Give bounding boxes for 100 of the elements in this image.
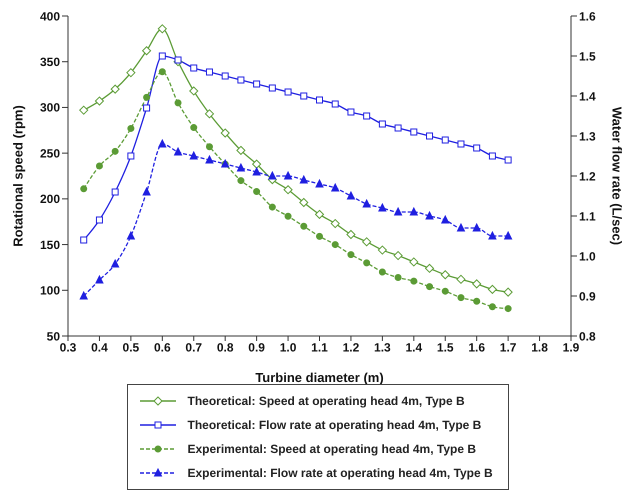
point xyxy=(268,204,276,211)
point xyxy=(426,132,434,140)
x-tick-label: 1.4 xyxy=(405,340,422,355)
y-axis-title: Rotational speed (rpm) xyxy=(10,105,26,247)
x-tick-label: 1.7 xyxy=(500,340,517,355)
point xyxy=(378,246,387,255)
point xyxy=(253,188,260,196)
point xyxy=(127,152,134,160)
point xyxy=(504,288,513,297)
point xyxy=(394,274,402,281)
point xyxy=(300,176,308,184)
point xyxy=(300,222,308,230)
x-tick-label: 0.8 xyxy=(216,340,234,355)
point xyxy=(95,276,104,284)
point xyxy=(220,128,230,138)
x-tick-label: 1.9 xyxy=(562,340,580,355)
point xyxy=(143,104,150,112)
y2-tick-label: 1.2 xyxy=(579,169,596,184)
y-tick-label: 200 xyxy=(40,192,60,206)
y-tick-label: 50 xyxy=(46,329,60,344)
point xyxy=(394,124,402,132)
point xyxy=(316,180,324,188)
point xyxy=(394,251,403,260)
y2-tick-label: 1.0 xyxy=(579,249,596,264)
point xyxy=(80,292,88,300)
point xyxy=(174,99,182,106)
y-tick-label: 150 xyxy=(40,238,60,252)
point xyxy=(332,241,339,248)
point xyxy=(268,84,276,92)
point xyxy=(472,279,482,288)
point xyxy=(112,148,119,155)
point xyxy=(409,257,418,266)
point xyxy=(206,143,213,150)
point xyxy=(158,140,166,148)
point xyxy=(268,172,276,180)
point xyxy=(473,144,480,152)
y2-tick-label: 1.3 xyxy=(579,129,596,144)
point xyxy=(331,184,340,192)
point xyxy=(236,164,245,172)
point xyxy=(284,88,292,96)
point xyxy=(206,68,213,76)
point xyxy=(473,298,480,305)
point xyxy=(252,160,262,169)
y2-tick-label: 0.8 xyxy=(579,329,596,344)
y2-tick-label: 1.5 xyxy=(579,49,596,64)
point xyxy=(457,140,464,148)
x-tick-label: 1.8 xyxy=(531,340,548,355)
point xyxy=(456,274,466,284)
point xyxy=(111,260,120,268)
point xyxy=(300,92,308,100)
point xyxy=(237,76,244,84)
point xyxy=(284,172,292,180)
point xyxy=(80,185,88,192)
point xyxy=(205,156,214,164)
point xyxy=(426,283,434,290)
point xyxy=(346,192,355,200)
point xyxy=(94,96,104,106)
point xyxy=(299,198,308,208)
y-tick-label: 100 xyxy=(40,284,60,298)
legend-label: Experimental: Speed at operating head 4m, Type B xyxy=(188,442,476,456)
point xyxy=(442,136,449,144)
point xyxy=(236,146,246,155)
x-tick-label: 1.0 xyxy=(280,340,297,355)
point xyxy=(112,188,119,196)
point xyxy=(252,168,261,176)
x-tick-label: 0.3 xyxy=(60,340,77,355)
point xyxy=(394,208,402,216)
point xyxy=(142,46,152,56)
point xyxy=(96,162,103,170)
point xyxy=(488,152,496,160)
point xyxy=(142,188,151,196)
y2-tick-label: 1.6 xyxy=(579,9,596,24)
point xyxy=(442,288,449,295)
y2-tick-label: 0.9 xyxy=(579,289,596,304)
x-tick-label: 1.6 xyxy=(468,340,486,355)
point xyxy=(190,64,198,72)
point xyxy=(96,216,103,224)
y2-axis-title: Water flow rate (L/sec) xyxy=(609,106,624,246)
point xyxy=(362,200,371,208)
point xyxy=(488,303,496,310)
point xyxy=(126,68,136,78)
point xyxy=(457,294,464,302)
point xyxy=(110,84,120,94)
y2-tick-label: 1.4 xyxy=(579,89,596,104)
point xyxy=(189,86,198,96)
point xyxy=(346,230,356,240)
y-tick-label: 400 xyxy=(40,9,60,24)
point xyxy=(488,232,496,240)
point xyxy=(190,124,198,132)
y-tick-label: 300 xyxy=(40,100,60,115)
point xyxy=(410,208,418,216)
point xyxy=(174,56,182,64)
point xyxy=(363,259,370,266)
point xyxy=(253,80,260,88)
point xyxy=(410,128,418,136)
point xyxy=(426,212,434,220)
point xyxy=(79,106,88,115)
point xyxy=(363,112,370,120)
point xyxy=(127,124,134,132)
point xyxy=(316,232,323,240)
